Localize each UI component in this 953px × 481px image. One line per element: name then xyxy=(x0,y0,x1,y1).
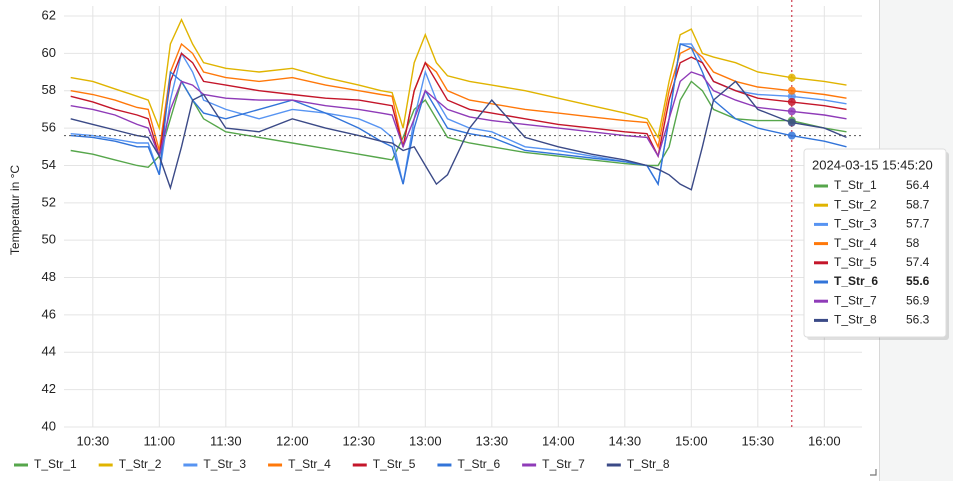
series-line xyxy=(70,71,847,159)
x-tick-label: 14:30 xyxy=(609,433,642,448)
y-tick-label: 40 xyxy=(42,418,56,433)
tooltip-series-name: T_Str_4 xyxy=(834,236,877,250)
legend-label[interactable]: T_Str_8 xyxy=(627,457,670,471)
tooltip-series-name: T_Str_6 xyxy=(834,274,878,288)
series-line xyxy=(70,18,847,140)
hover-point xyxy=(787,118,796,127)
tooltip-series-name: T_Str_2 xyxy=(834,197,877,211)
legend-label[interactable]: T_Str_5 xyxy=(373,457,416,471)
y-tick-label: 46 xyxy=(42,306,56,321)
tooltip-value: 58 xyxy=(906,236,920,250)
tooltip-value: 58.7 xyxy=(906,197,930,211)
tooltip-series-name: T_Str_5 xyxy=(834,255,877,269)
y-tick-label: 56 xyxy=(42,120,56,135)
legend-label[interactable]: T_Str_6 xyxy=(457,457,500,471)
tooltip-value: 55.6 xyxy=(906,274,930,288)
y-tick-label: 48 xyxy=(42,269,56,284)
hover-point xyxy=(787,86,796,95)
legend-label[interactable]: T_Str_2 xyxy=(119,457,162,471)
tooltip-series-name: T_Str_7 xyxy=(834,293,877,307)
tooltip-value: 56.4 xyxy=(906,178,930,192)
y-tick-label: 52 xyxy=(42,194,56,209)
x-tick-label: 12:00 xyxy=(276,433,309,448)
hover-point xyxy=(787,92,796,101)
hover-point xyxy=(787,97,796,106)
tooltip-time: 2024-03-15 15:45:20 xyxy=(812,157,933,172)
series-line xyxy=(70,79,847,169)
legend-label[interactable]: T_Str_3 xyxy=(203,457,246,471)
resize-handle xyxy=(870,469,877,476)
legend-label[interactable]: T_Str_4 xyxy=(288,457,331,471)
legend-label[interactable]: T_Str_7 xyxy=(542,457,585,471)
tooltip-value: 56.3 xyxy=(906,313,930,327)
hover-point xyxy=(787,131,796,140)
y-tick-label: 62 xyxy=(42,7,56,22)
y-tick-label: 44 xyxy=(42,344,56,359)
x-tick-label: 15:00 xyxy=(675,433,708,448)
hover-point xyxy=(787,73,796,82)
tooltip-value: 56.9 xyxy=(906,293,930,307)
x-tick-label: 13:00 xyxy=(409,433,442,448)
y-axis-label: Temperatur in °C xyxy=(8,165,22,255)
y-tick-label: 58 xyxy=(42,82,56,97)
x-tick-label: 13:30 xyxy=(476,433,509,448)
series-line xyxy=(70,80,847,191)
tooltip-value: 57.4 xyxy=(906,255,930,269)
x-tick-label: 11:00 xyxy=(144,433,176,448)
y-tick-label: 60 xyxy=(42,45,56,60)
y-tick-label: 54 xyxy=(42,157,56,172)
x-tick-label: 15:30 xyxy=(742,433,775,448)
tooltip-series-name: T_Str_8 xyxy=(834,313,877,327)
x-tick-label: 11:30 xyxy=(210,433,242,448)
tooltip-series-name: T_Str_3 xyxy=(834,217,877,231)
legend-label[interactable]: T_Str_1 xyxy=(34,457,77,471)
x-tick-label: 12:30 xyxy=(343,433,376,448)
tooltip-series-name: T_Str_1 xyxy=(834,178,877,192)
tooltip-box xyxy=(803,148,947,338)
x-tick-label: 16:00 xyxy=(808,433,841,448)
x-tick-label: 10:30 xyxy=(77,433,110,448)
y-tick-label: 42 xyxy=(42,381,56,396)
hover-point xyxy=(787,107,796,116)
tooltip-value: 57.7 xyxy=(906,217,930,231)
series-line xyxy=(70,43,847,187)
x-tick-label: 14:00 xyxy=(542,433,575,448)
y-tick-label: 50 xyxy=(42,232,56,247)
series-line xyxy=(70,42,847,151)
